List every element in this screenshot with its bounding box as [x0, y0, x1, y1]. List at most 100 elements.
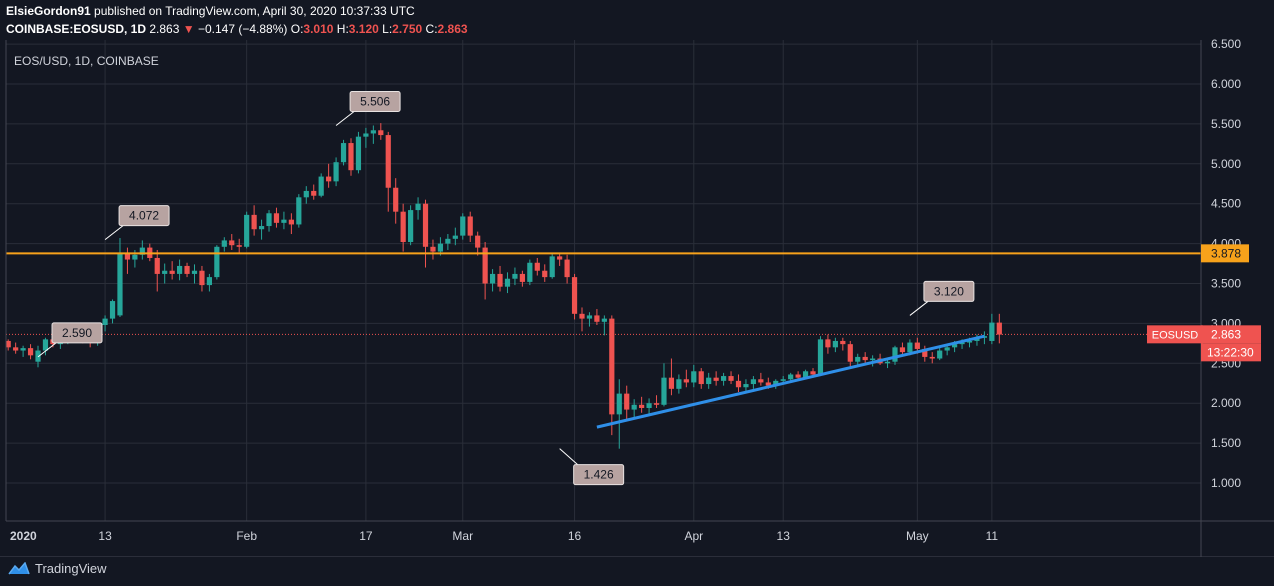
tradingview-brand[interactable]: TradingView [8, 561, 107, 576]
candle-body [847, 344, 853, 362]
x-tick-label: 2020 [10, 529, 37, 543]
candle-body [504, 278, 511, 287]
candle-body [959, 342, 965, 345]
x-tick-label: Apr [684, 529, 703, 543]
candle-body [162, 270, 168, 274]
candle-body [601, 318, 607, 322]
candle-body [236, 245, 242, 247]
low-value: 2.750 [392, 22, 423, 36]
ohlc-info: COINBASE:EOSUSD, 1D 2.863 ▼ −0.147 (−4.8… [6, 22, 468, 36]
candle-body [139, 247, 145, 255]
candle-body [288, 219, 294, 225]
close-label: C: [425, 22, 438, 36]
publish-text: published on TradingView.com, April 30, … [90, 4, 415, 18]
candle-body [191, 270, 198, 274]
candle-body [326, 176, 332, 182]
candle-body [497, 273, 503, 287]
candle-body [273, 213, 280, 223]
candle-body [564, 259, 570, 278]
author-name[interactable]: ElsieGordon91 [6, 4, 91, 18]
candle-body [616, 393, 622, 415]
candle-body [966, 340, 973, 343]
candle-body [124, 253, 131, 260]
candle-body [430, 246, 436, 252]
candle-body [594, 315, 600, 322]
candle-body [6, 340, 11, 348]
candle-body [229, 240, 235, 246]
candle-body [169, 270, 175, 274]
candle-body [534, 262, 540, 271]
candle-body [475, 235, 481, 248]
candle-body [400, 211, 406, 243]
candle-body [795, 374, 801, 378]
candle-body [855, 356, 861, 362]
callout-box [923, 280, 975, 302]
candle-body [109, 301, 116, 319]
x-tick-label: May [906, 529, 929, 543]
low-label: L: [382, 22, 393, 36]
candle-body [258, 226, 265, 230]
candle-body [348, 143, 354, 171]
candle-body [489, 273, 496, 284]
candle-body [385, 135, 391, 188]
candle-body [27, 348, 34, 356]
price-callout: 3.120 [909, 280, 975, 316]
candle-body [557, 256, 563, 260]
candle-body [743, 384, 749, 388]
close-value: 2.863 [437, 22, 468, 36]
footer: TradingView [0, 557, 1274, 586]
candle-body [35, 350, 41, 362]
candle-body [996, 322, 1002, 335]
callout-label: 4.072 [129, 209, 159, 223]
candle-body [445, 238, 451, 244]
y-tick-label: 5.500 [1211, 117, 1241, 131]
support-price-tag-text: 3.878 [1211, 246, 1241, 260]
x-tick-label: 16 [568, 529, 582, 543]
x-tick-label: 11 [986, 529, 999, 543]
candle-body [132, 254, 138, 260]
trend-line [596, 334, 985, 429]
price-callout: 4.072 [104, 205, 170, 241]
last-price-tag-text: 2.863 [1211, 327, 1241, 341]
candle-body [892, 347, 898, 362]
candle-body [758, 379, 764, 383]
x-tick-label: 13 [777, 529, 791, 543]
candle-body [825, 339, 831, 348]
candle-body [899, 347, 906, 353]
candle-body [624, 393, 630, 410]
last-price: 2.863 [149, 22, 180, 36]
candle-body [862, 356, 868, 361]
candle-body [653, 403, 660, 405]
candle-body [13, 347, 19, 351]
candle-body [176, 265, 183, 274]
high-label: H: [336, 22, 349, 36]
candle-body [42, 339, 49, 351]
candle-body [631, 404, 637, 410]
callout-box [349, 90, 401, 112]
candle-body [333, 162, 339, 182]
candle-body [363, 133, 369, 137]
callout-pointer [104, 225, 124, 241]
support-price-tag: 3.878 [1201, 244, 1249, 263]
candle-body [244, 214, 250, 247]
candle-body [683, 379, 689, 383]
callout-label: 3.120 [934, 284, 964, 298]
candle-body [340, 143, 347, 163]
y-tick-label: 4.500 [1211, 197, 1241, 211]
candle-body [989, 322, 995, 341]
x-tick-label: Mar [452, 529, 473, 543]
candle-body [303, 190, 309, 198]
candle-body [929, 356, 935, 359]
candle-body [214, 246, 220, 278]
price-callout: 2.590 [37, 322, 103, 358]
chart-title: EOS/USD, 1D, COINBASE [14, 54, 159, 68]
last-price-tag: EOSUSD 2.863 13:22:30 [1147, 325, 1261, 362]
candle-body [512, 273, 518, 279]
callout-pointer [37, 342, 57, 358]
candle-body [937, 350, 943, 359]
candle-body [422, 203, 429, 247]
price-chart[interactable]: 1.0001.5002.0002.5003.0003.5004.0004.500… [0, 0, 1274, 557]
countdown-tag-bg [1201, 343, 1261, 362]
candle-body [467, 216, 473, 236]
candle-body [199, 270, 205, 286]
